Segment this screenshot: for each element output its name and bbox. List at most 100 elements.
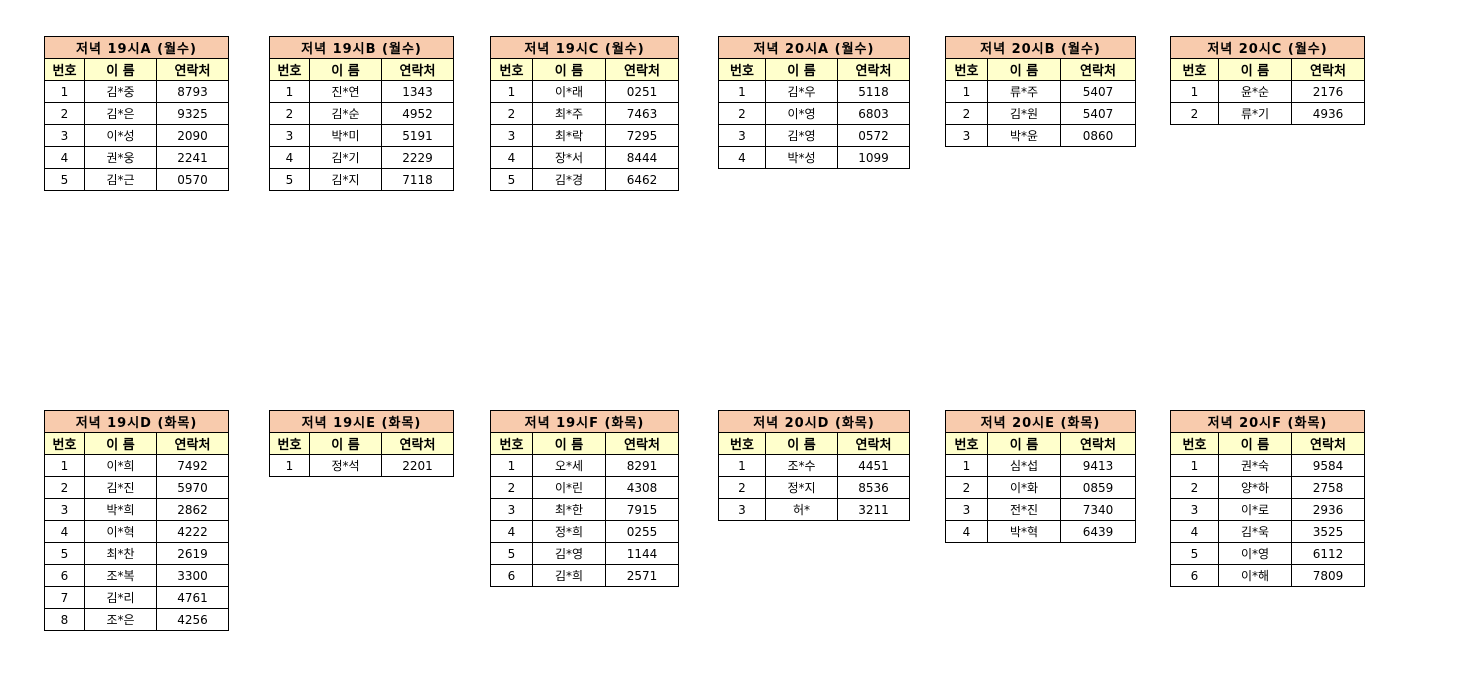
cell-number[interactable]: 5	[490, 542, 533, 565]
cell-contact[interactable]: 5118	[837, 80, 910, 103]
cell-name[interactable]: 박*성	[765, 146, 838, 169]
cell-name[interactable]: 이*성	[84, 124, 157, 147]
cell-name[interactable]: 권*숙	[1218, 454, 1292, 477]
cell-contact[interactable]: 1144	[605, 542, 679, 565]
cell-name[interactable]: 오*세	[532, 454, 606, 477]
cell-name[interactable]: 이*희	[84, 454, 157, 477]
cell-name[interactable]: 김*은	[84, 102, 157, 125]
cell-name[interactable]: 박*희	[84, 498, 157, 521]
header-contact[interactable]: 연락처	[837, 432, 910, 455]
cell-number[interactable]: 5	[490, 168, 533, 191]
cell-number[interactable]: 1	[945, 454, 988, 477]
cell-contact[interactable]: 2936	[1291, 498, 1365, 521]
cell-contact[interactable]: 0255	[605, 520, 679, 543]
cell-number[interactable]: 6	[1170, 564, 1219, 587]
cell-number[interactable]: 2	[718, 102, 766, 125]
cell-number[interactable]: 1	[269, 454, 310, 477]
header-contact[interactable]: 연락처	[1060, 58, 1136, 81]
cell-name[interactable]: 김*경	[532, 168, 606, 191]
cell-name[interactable]: 양*하	[1218, 476, 1292, 499]
cell-contact[interactable]: 7915	[605, 498, 679, 521]
cell-contact[interactable]: 0859	[1060, 476, 1136, 499]
cell-name[interactable]: 권*웅	[84, 146, 157, 169]
cell-name[interactable]: 이*혁	[84, 520, 157, 543]
header-number[interactable]: 번호	[269, 58, 310, 81]
cell-number[interactable]: 4	[718, 146, 766, 169]
cell-contact[interactable]: 6439	[1060, 520, 1136, 543]
header-number[interactable]: 번호	[269, 432, 310, 455]
cell-number[interactable]: 5	[44, 542, 85, 565]
cell-number[interactable]: 1	[718, 454, 766, 477]
header-name[interactable]: 이 름	[987, 58, 1061, 81]
cell-number[interactable]: 8	[44, 608, 85, 631]
cell-contact[interactable]: 0860	[1060, 124, 1136, 147]
header-number[interactable]: 번호	[1170, 58, 1219, 81]
cell-contact[interactable]: 8793	[156, 80, 229, 103]
cell-contact[interactable]: 2619	[156, 542, 229, 565]
cell-name[interactable]: 장*서	[532, 146, 606, 169]
cell-name[interactable]: 김*중	[84, 80, 157, 103]
cell-contact[interactable]: 8444	[605, 146, 679, 169]
header-name[interactable]: 이 름	[84, 58, 157, 81]
cell-number[interactable]: 1	[269, 80, 310, 103]
cell-name[interactable]: 조*은	[84, 608, 157, 631]
roster-title[interactable]: 저녁 20시E (화목)	[945, 410, 1136, 433]
cell-number[interactable]: 4	[490, 146, 533, 169]
cell-number[interactable]: 2	[1170, 102, 1219, 125]
cell-name[interactable]: 김*영	[765, 124, 838, 147]
cell-contact[interactable]: 2571	[605, 564, 679, 587]
cell-number[interactable]: 3	[1170, 498, 1219, 521]
cell-number[interactable]: 5	[44, 168, 85, 191]
cell-number[interactable]: 5	[269, 168, 310, 191]
cell-number[interactable]: 4	[490, 520, 533, 543]
header-name[interactable]: 이 름	[765, 432, 838, 455]
cell-name[interactable]: 김*리	[84, 586, 157, 609]
header-contact[interactable]: 연락처	[1291, 58, 1365, 81]
cell-contact[interactable]: 6462	[605, 168, 679, 191]
cell-name[interactable]: 김*지	[309, 168, 382, 191]
cell-name[interactable]: 전*진	[987, 498, 1061, 521]
cell-number[interactable]: 2	[44, 476, 85, 499]
cell-name[interactable]: 이*영	[1218, 542, 1292, 565]
roster-title[interactable]: 저녁 20시C (월수)	[1170, 36, 1365, 59]
header-number[interactable]: 번호	[945, 58, 988, 81]
cell-name[interactable]: 이*로	[1218, 498, 1292, 521]
cell-number[interactable]: 1	[945, 80, 988, 103]
cell-number[interactable]: 6	[44, 564, 85, 587]
cell-number[interactable]: 3	[945, 124, 988, 147]
header-name[interactable]: 이 름	[1218, 58, 1292, 81]
cell-number[interactable]: 3	[945, 498, 988, 521]
cell-number[interactable]: 2	[269, 102, 310, 125]
cell-contact[interactable]: 4222	[156, 520, 229, 543]
cell-number[interactable]: 3	[490, 498, 533, 521]
cell-contact[interactable]: 4308	[605, 476, 679, 499]
header-name[interactable]: 이 름	[84, 432, 157, 455]
cell-number[interactable]: 3	[44, 498, 85, 521]
header-name[interactable]: 이 름	[309, 58, 382, 81]
cell-name[interactable]: 박*미	[309, 124, 382, 147]
cell-contact[interactable]: 8291	[605, 454, 679, 477]
cell-name[interactable]: 정*지	[765, 476, 838, 499]
header-contact[interactable]: 연락처	[605, 58, 679, 81]
cell-number[interactable]: 2	[490, 476, 533, 499]
cell-name[interactable]: 김*기	[309, 146, 382, 169]
cell-name[interactable]: 김*원	[987, 102, 1061, 125]
cell-contact[interactable]: 2229	[381, 146, 454, 169]
header-name[interactable]: 이 름	[532, 432, 606, 455]
cell-name[interactable]: 이*래	[532, 80, 606, 103]
cell-contact[interactable]: 1099	[837, 146, 910, 169]
header-contact[interactable]: 연락처	[1060, 432, 1136, 455]
header-number[interactable]: 번호	[718, 58, 766, 81]
cell-name[interactable]: 최*한	[532, 498, 606, 521]
cell-number[interactable]: 7	[44, 586, 85, 609]
cell-name[interactable]: 박*윤	[987, 124, 1061, 147]
cell-number[interactable]: 2	[44, 102, 85, 125]
header-contact[interactable]: 연락처	[156, 432, 229, 455]
header-name[interactable]: 이 름	[987, 432, 1061, 455]
cell-name[interactable]: 최*주	[532, 102, 606, 125]
cell-contact[interactable]: 3525	[1291, 520, 1365, 543]
cell-number[interactable]: 1	[1170, 80, 1219, 103]
cell-name[interactable]: 최*락	[532, 124, 606, 147]
cell-contact[interactable]: 7295	[605, 124, 679, 147]
cell-number[interactable]: 6	[490, 564, 533, 587]
